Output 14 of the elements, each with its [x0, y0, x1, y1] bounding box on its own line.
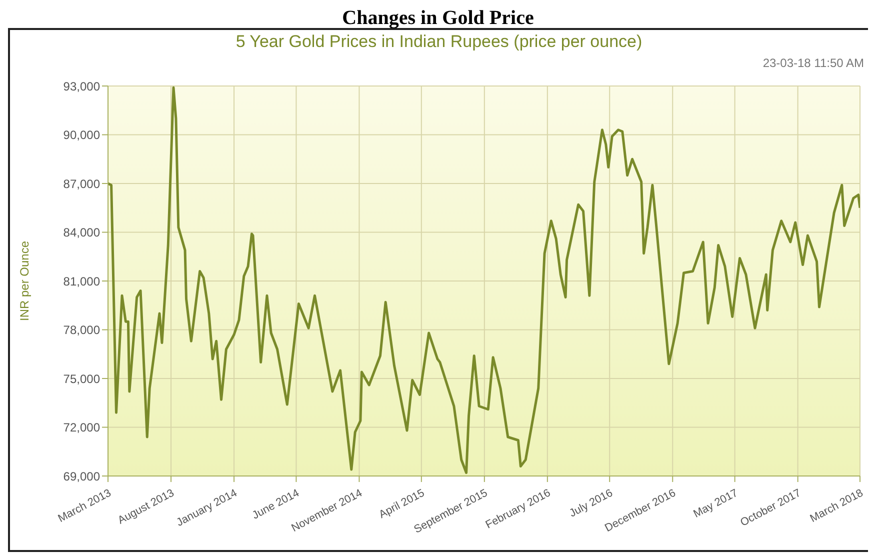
chart-subtitle: 5 Year Gold Prices in Indian Rupees (price per ounce) [234, 32, 644, 52]
y-tick-label: 93,000 [63, 79, 100, 94]
y-axis-title: INR per Ounce [17, 240, 32, 322]
text: 23-03-18 11:50 AM [762, 56, 864, 70]
x-tick-label: May 2017 [692, 487, 740, 520]
chart-title: Changes in Gold Price [341, 7, 535, 29]
y-tick-label: 81,000 [63, 274, 100, 288]
y-tick-label: 90,000 [63, 128, 100, 142]
y-tick-label: 78,000 [63, 323, 100, 338]
y-tick-label: 75,000 [63, 372, 100, 386]
y-tick-label: 87,000 [63, 176, 100, 191]
y-tick-label: 69,000 [63, 469, 100, 484]
y-tick-label: 84,000 [63, 226, 100, 240]
y-tick-label: 72,000 [63, 420, 100, 435]
